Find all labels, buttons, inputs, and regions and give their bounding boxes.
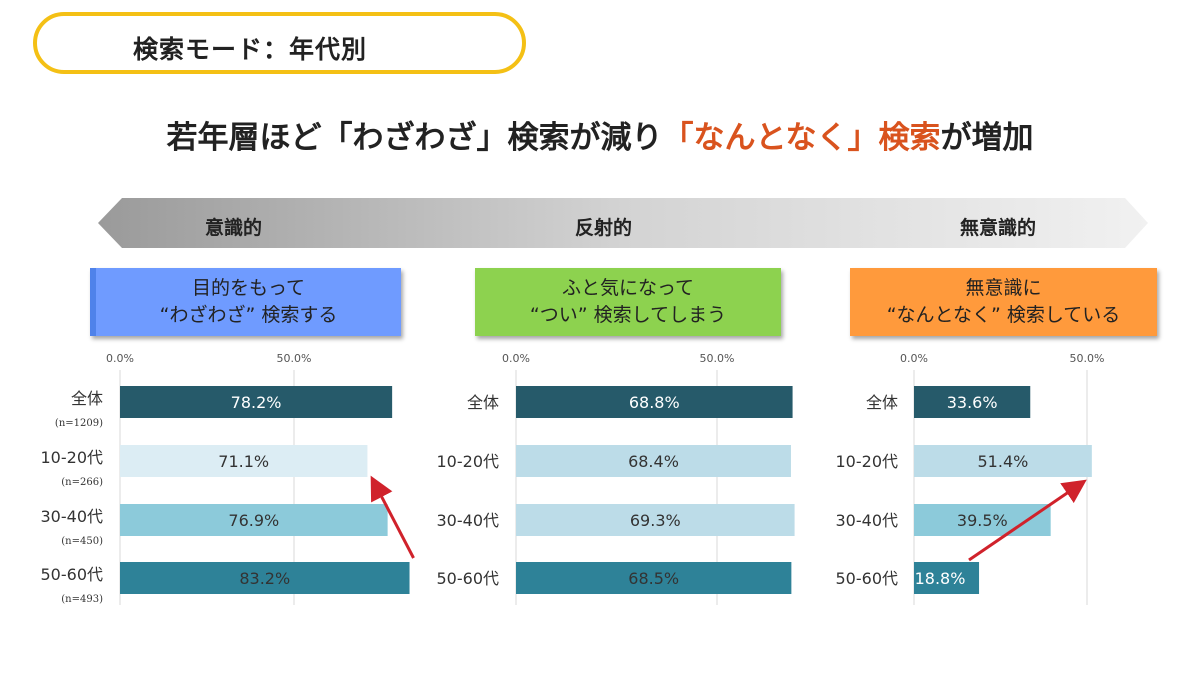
sample-size-label: (n=1209) (55, 418, 103, 429)
value-label: 18.8% (915, 569, 966, 588)
bar (516, 445, 791, 477)
bar (516, 386, 793, 418)
category-label: 10-20代 (836, 452, 899, 471)
sample-size-label: (n=450) (61, 536, 103, 547)
category-line1: 無意識に (965, 277, 1042, 299)
value-label: 68.8% (629, 393, 680, 412)
trend-arrow (968, 479, 1087, 562)
category-box-reflexive: ふと気になって “つい” 検索してしまう (475, 268, 781, 336)
mode-pill: 検索モード：年代別 (33, 12, 526, 74)
value-label: 33.6% (947, 393, 998, 412)
tick-label: 50.0% (700, 352, 735, 365)
category-label: 全体 (71, 389, 103, 408)
tick-label: 0.0% (502, 352, 530, 365)
value-label: 69.3% (630, 511, 681, 530)
value-label: 68.5% (628, 569, 679, 588)
category-label: 10-20代 (437, 452, 500, 471)
spectrum-label-unconscious: 無意識的 (960, 217, 1037, 239)
value-label: 68.4% (628, 452, 679, 471)
bar (120, 386, 393, 418)
bar (120, 504, 388, 536)
tick-label: 0.0% (106, 352, 134, 365)
bar (120, 562, 410, 594)
bar (914, 445, 1092, 477)
tick-label: 50.0% (277, 352, 312, 365)
category-label: 全体 (467, 393, 499, 412)
spectrum-label-reflexive: 反射的 (575, 217, 633, 239)
sample-size-label: (n=266) (61, 477, 103, 488)
category-label: 50-60代 (41, 565, 104, 584)
trend-arrow (370, 475, 415, 559)
category-label: 30-40代 (437, 511, 500, 530)
headline-part1: 若年層ほど「わざわざ」検索が減り (166, 120, 663, 156)
bar (914, 386, 1031, 418)
mode-label: 検索モード：年代別 (133, 35, 368, 64)
category-line2: “つい” 検索してしまう (529, 304, 727, 326)
category-label: 10-20代 (41, 448, 104, 467)
sample-size-label: (n=493) (61, 594, 103, 605)
category-label: 30-40代 (836, 511, 899, 530)
bar (516, 504, 795, 536)
value-label: 51.4% (978, 452, 1029, 471)
headline-part3: が増加 (940, 120, 1034, 156)
tick-label: 50.0% (1070, 352, 1105, 365)
bar (120, 445, 368, 477)
bar (914, 562, 980, 594)
category-line2: “なんとなく” 検索している (886, 304, 1121, 326)
category-label: 全体 (866, 393, 898, 412)
category-box-deliberate: 目的をもって “わざわざ” 検索する (90, 268, 401, 336)
value-label: 39.5% (957, 511, 1008, 530)
headline: 若年層ほど「わざわざ」検索が減り「なんとなく」検索が増加 (0, 112, 1200, 157)
category-label: 50-60代 (836, 569, 899, 588)
value-label: 71.1% (218, 452, 269, 471)
category-line1: 目的をもって (191, 277, 306, 299)
spectrum-label-conscious: 意識的 (205, 217, 263, 239)
value-label: 83.2% (239, 569, 290, 588)
category-label: 30-40代 (41, 507, 104, 526)
category-box-unconscious: 無意識に “なんとなく” 検索している (850, 268, 1157, 336)
bar (516, 562, 792, 594)
spectrum-arrow (98, 198, 1148, 248)
value-label: 76.9% (228, 511, 279, 530)
category-line2: “わざわざ” 検索する (159, 304, 338, 326)
headline-highlight: 「なんとなく」検索 (662, 120, 941, 156)
tick-label: 0.0% (900, 352, 928, 365)
category-line1: ふと気になって (561, 277, 695, 299)
category-label: 50-60代 (437, 569, 500, 588)
value-label: 78.2% (231, 393, 282, 412)
